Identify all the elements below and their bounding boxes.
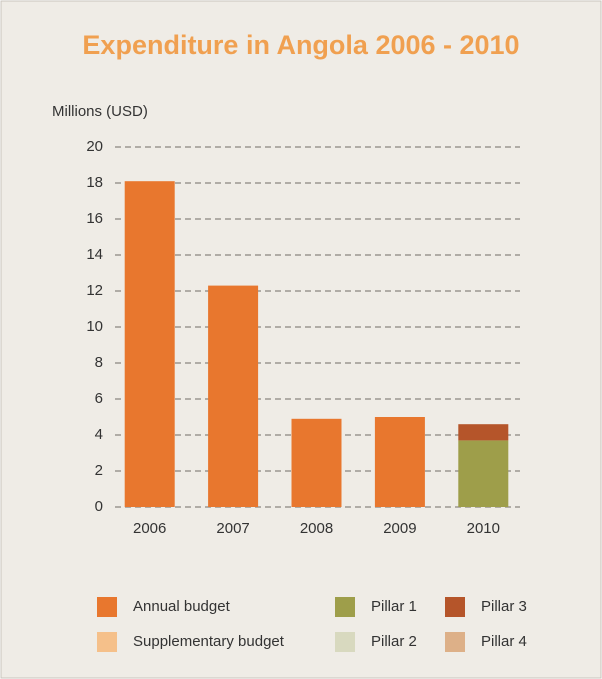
legend-label: Pillar 2: [371, 633, 417, 650]
legend-label: Pillar 1: [371, 598, 417, 615]
legend-label: Pillar 4: [481, 633, 527, 650]
x-tick-label: 2007: [216, 520, 249, 537]
legend-label: Annual budget: [133, 598, 231, 615]
y-tick-label: 10: [86, 318, 103, 335]
bar-segment: [458, 424, 509, 441]
y-tick-label: 16: [86, 210, 103, 227]
y-tick-label: 2: [95, 462, 103, 479]
y-tick-label: 0: [95, 498, 103, 515]
legend-swatch: [445, 597, 465, 617]
bar-segment: [291, 418, 342, 507]
legend-swatch: [97, 632, 117, 652]
legend-swatch: [335, 632, 355, 652]
y-axis-label: Millions (USD): [52, 103, 148, 120]
legend-label: Pillar 3: [481, 598, 527, 615]
x-tick-label: 2006: [133, 520, 166, 537]
bar-segment: [458, 440, 509, 507]
chart-title: Expenditure in Angola 2006 - 2010: [82, 30, 519, 60]
y-tick-label: 18: [86, 174, 103, 191]
legend-swatch: [335, 597, 355, 617]
bar-segment: [374, 417, 425, 507]
x-tick-label: 2010: [467, 520, 500, 537]
bar-segment: [124, 181, 175, 507]
y-tick-label: 14: [86, 246, 103, 263]
x-tick-label: 2008: [300, 520, 333, 537]
legend-swatch: [97, 597, 117, 617]
y-tick-label: 8: [95, 354, 103, 371]
x-tick-label: 2009: [383, 520, 416, 537]
legend-label: Supplementary budget: [133, 633, 285, 650]
y-tick-label: 6: [95, 390, 103, 407]
legend-swatch: [445, 632, 465, 652]
y-tick-label: 20: [86, 138, 103, 155]
bar-segment: [208, 285, 259, 507]
y-tick-label: 4: [95, 426, 103, 443]
y-tick-label: 12: [86, 282, 103, 299]
